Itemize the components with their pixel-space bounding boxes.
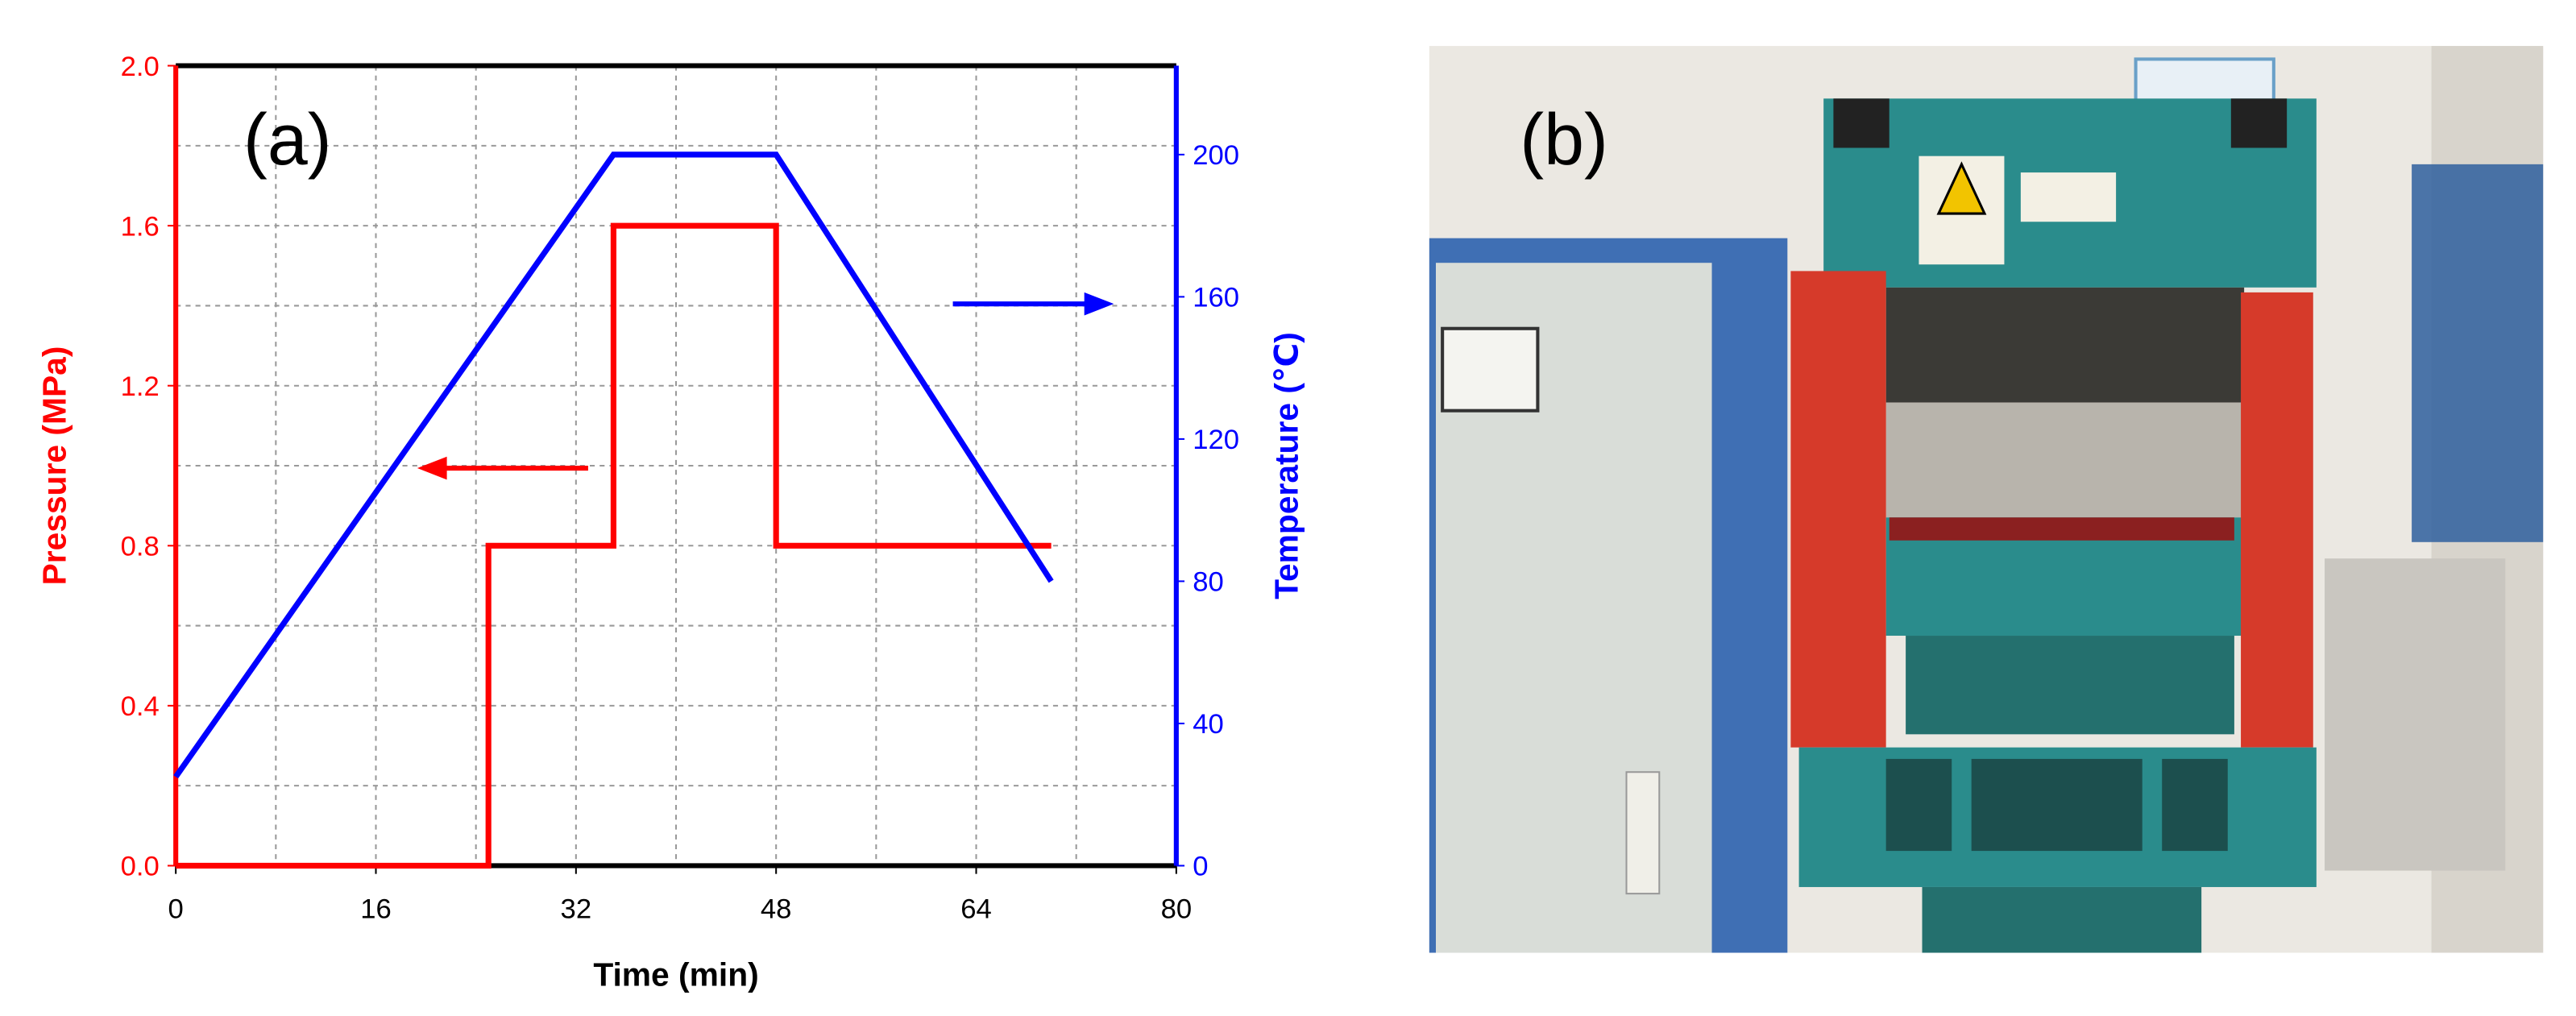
y2-tick-label: 80 — [1193, 567, 1224, 598]
arrow-head — [417, 456, 447, 480]
label-plate — [2020, 172, 2117, 222]
panel-label: (b) — [1520, 100, 1608, 180]
y2-tick-label: 200 — [1193, 140, 1239, 171]
post — [1833, 98, 1889, 148]
y2-axis-label: Temperature (℃) — [1268, 332, 1305, 599]
compressor — [2325, 558, 2506, 871]
arrow-head — [1084, 292, 1114, 316]
base-opening — [1971, 758, 2143, 852]
shelf — [2412, 164, 2544, 542]
y-tick-label: 2.0 — [121, 52, 160, 82]
x-tick-label: 48 — [761, 894, 792, 925]
y-tick-label: 0.8 — [121, 532, 160, 562]
chart: 0 16 32 48 64 80 0.0 0.4 0.8 1.2 1.6 2.0 0 40 80 120 160… — [36, 52, 1305, 993]
warning-icon — [1936, 161, 1987, 215]
x-tick-label: 80 — [1161, 894, 1193, 925]
x-tick-label: 0 — [168, 894, 184, 925]
y2-tick-label: 40 — [1193, 709, 1224, 740]
y-tick-label: 1.6 — [121, 211, 160, 242]
arrows — [417, 292, 1114, 480]
base-opening — [1885, 758, 1952, 852]
series-line — [176, 222, 1052, 869]
red-guard — [2241, 292, 2313, 748]
y-tick-label: 0.0 — [121, 852, 160, 882]
gauge — [1441, 326, 1540, 413]
x-tick-label: 32 — [561, 894, 592, 925]
y-tick-label: 0.4 — [121, 691, 160, 722]
series-line — [173, 151, 1054, 779]
x-tick-label: 64 — [960, 894, 992, 925]
column — [1922, 886, 2202, 953]
panel-label: (a) — [243, 100, 332, 180]
y2-tick-label: 120 — [1193, 425, 1239, 455]
x-tick-label: 16 — [360, 894, 392, 925]
photo — [1429, 46, 2544, 953]
y-axis-label: Pressure (MPa) — [36, 346, 73, 586]
handle — [1625, 771, 1661, 895]
y-tick-label: 1.2 — [121, 371, 160, 402]
opening — [1885, 402, 2245, 518]
y2-tick-label: 160 — [1193, 283, 1239, 313]
base-opening — [2162, 758, 2228, 852]
post — [2230, 98, 2288, 148]
pad — [1889, 517, 2234, 541]
upper-platen — [1885, 287, 2245, 403]
y2-tick-label: 0 — [1193, 852, 1208, 882]
red-guard — [1790, 271, 1886, 748]
cylinder — [1906, 636, 2234, 735]
x-axis-label: Time (min) — [593, 956, 758, 993]
